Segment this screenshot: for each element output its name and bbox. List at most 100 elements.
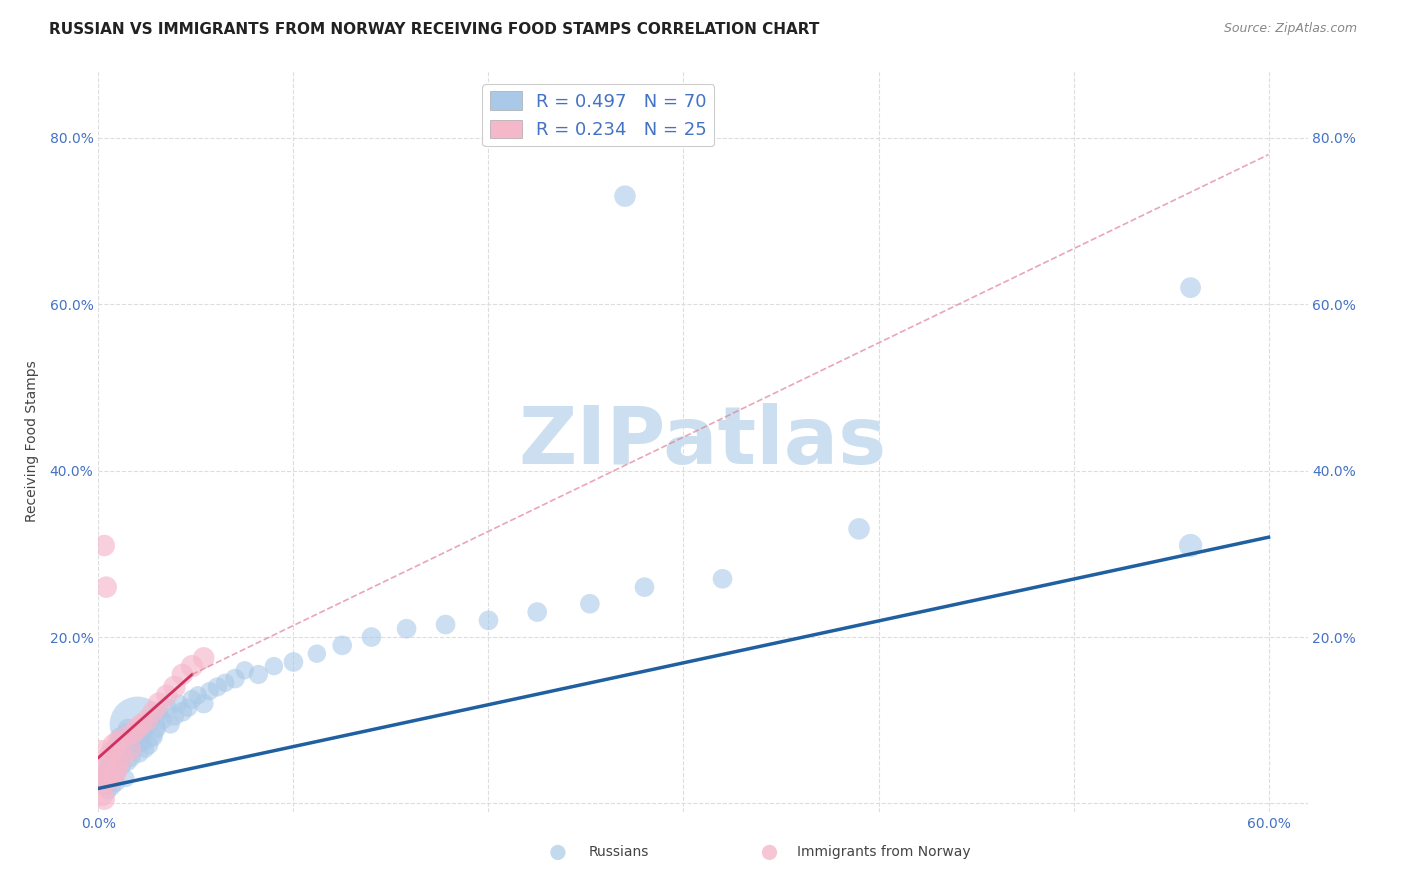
Point	[98, 772, 121, 786]
Point	[107, 738, 129, 752]
Point	[395, 622, 418, 636]
Point	[107, 734, 129, 748]
Point	[172, 705, 194, 719]
Point	[122, 742, 145, 756]
Point	[633, 580, 655, 594]
Point	[101, 772, 124, 786]
Point	[93, 792, 115, 806]
Point	[112, 747, 135, 761]
Point	[434, 617, 457, 632]
Point	[107, 763, 129, 777]
Point	[224, 672, 246, 686]
Point	[711, 572, 734, 586]
Point	[134, 742, 156, 756]
Point	[148, 697, 170, 711]
Point	[91, 788, 114, 802]
Point	[111, 734, 134, 748]
Point	[117, 755, 139, 769]
Point	[103, 755, 125, 769]
Point	[97, 750, 120, 764]
Point	[214, 675, 236, 690]
Point	[1180, 539, 1202, 553]
Point	[96, 755, 118, 769]
Point	[96, 775, 118, 789]
Point	[103, 738, 125, 752]
Point	[91, 759, 114, 773]
Point	[181, 692, 204, 706]
Point	[97, 784, 120, 798]
Point	[121, 750, 143, 764]
Point	[139, 713, 162, 727]
Point	[233, 663, 256, 677]
Point	[124, 730, 146, 744]
Point	[111, 750, 134, 764]
Point	[156, 688, 179, 702]
Point	[163, 680, 186, 694]
Point	[98, 747, 121, 761]
Point	[127, 717, 149, 731]
Point	[127, 722, 149, 736]
Point	[148, 705, 170, 719]
Point	[132, 725, 155, 739]
Point	[156, 700, 179, 714]
Point	[101, 747, 124, 761]
Point	[131, 717, 153, 731]
Point	[1180, 280, 1202, 294]
Point	[167, 697, 190, 711]
Text: Immigrants from Norway: Immigrants from Norway	[797, 846, 972, 859]
Point	[91, 767, 114, 781]
Point	[104, 763, 127, 777]
Point	[122, 725, 145, 739]
Point	[614, 189, 637, 203]
Point	[104, 742, 127, 756]
Y-axis label: Receiving Food Stamps: Receiving Food Stamps	[24, 360, 38, 523]
Point	[128, 747, 150, 761]
Point	[96, 763, 118, 777]
Point	[142, 730, 165, 744]
Point	[193, 650, 215, 665]
Text: RUSSIAN VS IMMIGRANTS FROM NORWAY RECEIVING FOOD STAMPS CORRELATION CHART: RUSSIAN VS IMMIGRANTS FROM NORWAY RECEIV…	[49, 22, 820, 37]
Point	[305, 647, 328, 661]
Point	[136, 717, 159, 731]
Point	[108, 730, 131, 744]
Point	[477, 614, 499, 628]
Point	[172, 667, 194, 681]
Point	[101, 780, 124, 794]
Point	[263, 659, 285, 673]
Point	[114, 725, 136, 739]
Point	[848, 522, 870, 536]
Point	[114, 772, 136, 786]
Point	[146, 722, 169, 736]
Point	[97, 767, 120, 781]
Point	[93, 780, 115, 794]
Point	[96, 580, 118, 594]
Point	[360, 630, 382, 644]
Text: Source: ZipAtlas.com: Source: ZipAtlas.com	[1223, 22, 1357, 36]
Point	[103, 767, 125, 781]
Point	[1170, 842, 1192, 856]
Point	[98, 759, 121, 773]
Point	[118, 738, 141, 752]
Point	[283, 655, 305, 669]
Point	[111, 759, 134, 773]
Point	[152, 713, 174, 727]
Point	[163, 709, 186, 723]
Point	[104, 775, 127, 789]
Point	[93, 775, 115, 789]
Point	[136, 713, 159, 727]
Legend: R = 0.497   N = 70, R = 0.234   N = 25: R = 0.497 N = 70, R = 0.234 N = 25	[482, 84, 714, 146]
Point	[138, 738, 160, 752]
Point	[579, 597, 602, 611]
Point	[330, 638, 353, 652]
Point	[108, 750, 131, 764]
Point	[526, 605, 548, 619]
Text: Russians: Russians	[588, 846, 648, 859]
Point	[207, 680, 229, 694]
Text: ZIPatlas: ZIPatlas	[519, 402, 887, 481]
Point	[193, 697, 215, 711]
Point	[187, 688, 209, 702]
Point	[247, 667, 270, 681]
Point	[177, 700, 200, 714]
Point	[117, 722, 139, 736]
Point	[181, 659, 204, 673]
